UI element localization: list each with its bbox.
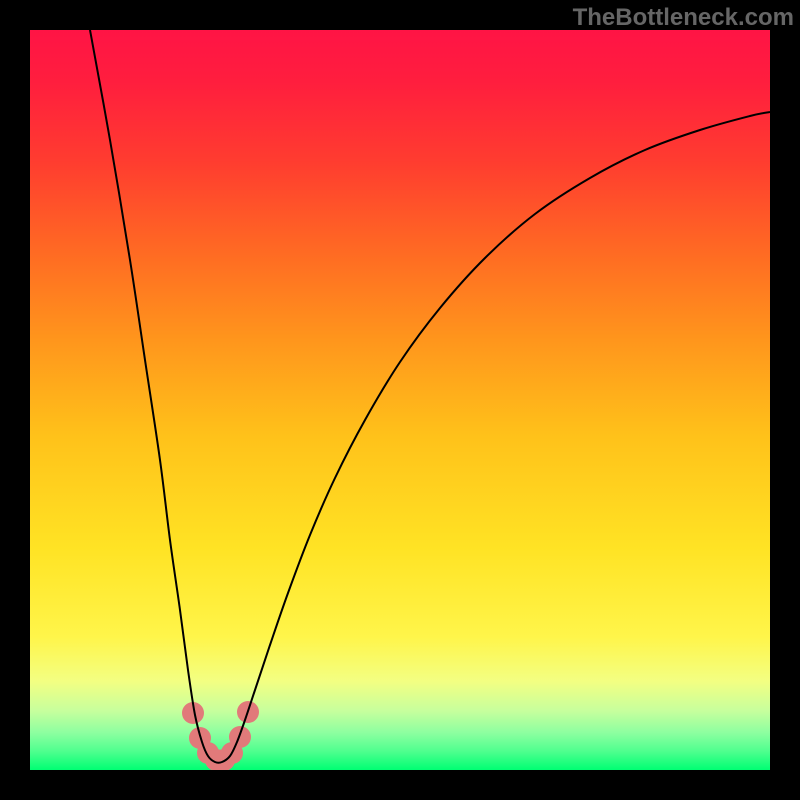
chart-outer-frame: TheBottleneck.com	[0, 0, 800, 800]
curve-layer	[30, 30, 770, 770]
plot-area	[30, 30, 770, 770]
bottleneck-curve	[90, 30, 770, 763]
watermark-text: TheBottleneck.com	[573, 4, 794, 32]
